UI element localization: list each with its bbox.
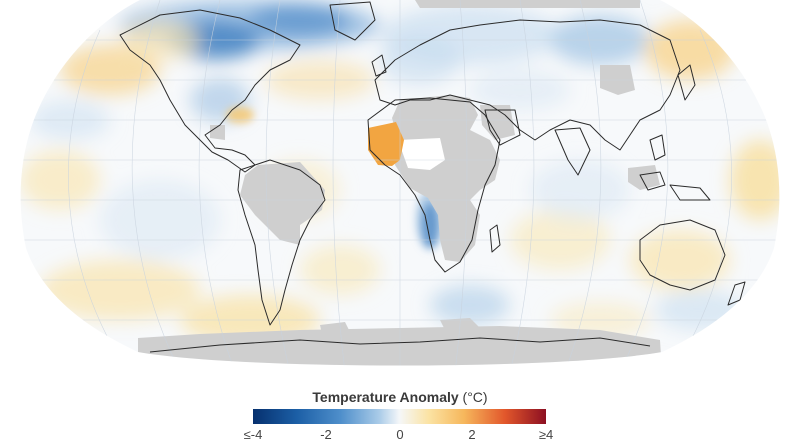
coastlines — [119, 1, 746, 353]
legend-tick-pos2: 2 — [468, 427, 476, 442]
temperature-anomaly-map — [20, 0, 780, 366]
legend-unit: (°C) — [462, 389, 488, 405]
legend-tick-zero: 0 — [396, 427, 404, 442]
legend-tick-neg2: -2 — [320, 427, 332, 442]
color-scale-bar — [253, 409, 546, 424]
map-svg — [20, 0, 780, 366]
legend-tick-max: ≥4 — [538, 427, 554, 442]
no-data-white — [398, 138, 445, 170]
legend-title-text: Temperature Anomaly — [312, 389, 459, 405]
graticule — [20, 0, 780, 366]
west-africa-warm — [368, 122, 404, 166]
legend: Temperature Anomaly (°C) ≤-4 -2 0 2 ≥4 — [0, 372, 800, 448]
legend-tick-min: ≤-4 — [243, 427, 263, 442]
legend-title: Temperature Anomaly (°C) — [0, 388, 800, 406]
